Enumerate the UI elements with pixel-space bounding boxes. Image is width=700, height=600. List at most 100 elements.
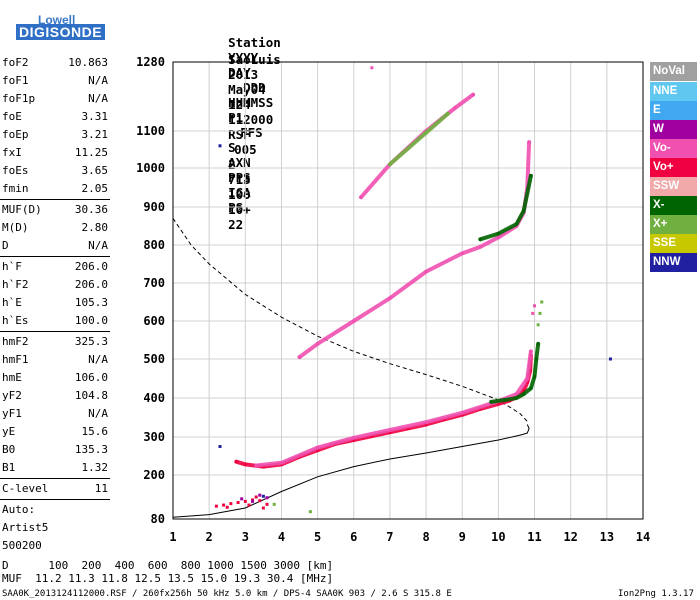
echo-point <box>424 270 428 274</box>
param-value: 2.05 <box>81 182 109 195</box>
echo-point <box>471 93 475 97</box>
echo-point <box>352 319 356 323</box>
echo-point <box>218 144 222 148</box>
echo-point <box>352 436 356 440</box>
param-value: 11.25 <box>74 146 108 159</box>
param-divider <box>0 256 110 257</box>
param-name: B0 <box>2 443 16 456</box>
param-md: M(D) 2.80 <box>2 221 108 239</box>
param-value: 135.3 <box>74 443 108 456</box>
echo-point <box>279 461 283 465</box>
x-tick-label: 10 <box>491 530 505 544</box>
header-value-time: 112000 <box>228 112 274 127</box>
param-value: 325.3 <box>74 335 108 348</box>
header-value-day: May04 <box>228 82 266 97</box>
echo-point <box>388 162 392 166</box>
header-labels: Station YYYY DAY DDD HHMMSS P1 FFS S AXN… <box>213 20 281 215</box>
param-value: 104.8 <box>74 389 108 402</box>
echo-point <box>247 503 251 507</box>
param-value: 105.3 <box>74 296 108 309</box>
param-foF2: foF2 10.863 <box>2 56 108 74</box>
echo-point <box>446 112 450 116</box>
echo-point <box>359 195 363 199</box>
echo-trace <box>478 173 533 242</box>
echo-point <box>258 499 262 503</box>
echo-point <box>489 400 493 404</box>
echo-point <box>608 357 612 361</box>
header-label-doy: DDD <box>243 80 266 95</box>
footer-file-info: SAA0K_2013124112000.RSF / 260fx256h 50 k… <box>2 589 452 599</box>
x-tick-label: 6 <box>350 530 357 544</box>
param-value: 10.863 <box>68 56 108 69</box>
echo-point <box>534 357 538 361</box>
header-label-p1: P1 <box>228 110 244 125</box>
param-foF1: foF1 N/A <box>2 74 108 92</box>
echo-point <box>514 222 518 226</box>
param-value: 206.0 <box>74 278 108 291</box>
legend-label: SSE <box>653 237 677 249</box>
footer-muf-line: MUF 11.2 11.3 11.8 12.5 13.5 15.0 19.3 3… <box>2 572 334 585</box>
echo-point <box>254 464 258 467</box>
echo-point <box>522 389 526 393</box>
param-divider <box>0 499 110 500</box>
echo-point <box>388 296 392 300</box>
echo-trace <box>254 349 533 468</box>
header-value-station: SaoLuis <box>228 52 281 67</box>
x-tick-label: 2 <box>206 530 213 544</box>
param-name: h`E <box>2 296 22 309</box>
legend-label: W <box>653 123 664 135</box>
echo-point <box>496 232 500 236</box>
param-name: foE <box>2 110 22 123</box>
legend-label: E <box>653 104 661 116</box>
echo-point <box>218 445 222 448</box>
echo-point <box>529 386 533 390</box>
legend-label: SSW <box>653 180 680 192</box>
footer-version: Ion2Png 1.3.17 <box>618 589 694 599</box>
param-value: 30.36 <box>74 203 108 216</box>
y-tick-label: 80 <box>151 512 165 526</box>
echo-point <box>388 430 392 434</box>
legend-label: NNE <box>653 85 678 97</box>
param-d: D N/A <box>2 239 108 257</box>
param-foEs: foEs 3.65 <box>2 164 108 182</box>
header-label-year: YYYY <box>228 50 259 65</box>
echo-point <box>243 462 247 466</box>
echo-point <box>243 499 247 503</box>
legend-item-w: W <box>650 120 697 139</box>
x-tick-label: 13 <box>600 530 614 544</box>
header-value-ps: 22 <box>228 217 244 232</box>
echo-trace <box>297 140 532 360</box>
x-tick-label: 8 <box>422 530 429 544</box>
param-foE: foE 3.31 <box>2 110 108 128</box>
y-tick-label: 900 <box>143 200 165 214</box>
legend-item-x-plus: X+ <box>650 215 697 234</box>
x-tick-label: 12 <box>563 530 577 544</box>
param-hE: h`E 105.3 <box>2 296 108 314</box>
echo-trace <box>359 92 476 200</box>
y-tick-label: 300 <box>143 430 165 444</box>
echo-point <box>298 355 302 359</box>
echo-point <box>406 426 410 430</box>
param-hF2: h`F2 206.0 <box>2 278 108 296</box>
autoscale-label: Auto: <box>2 503 36 516</box>
param-name: foEs <box>2 164 29 177</box>
legend-label: Vo- <box>653 142 671 154</box>
legend-label: NNW <box>653 256 681 268</box>
param-name: M(D) <box>2 221 29 234</box>
echo-point <box>316 446 320 450</box>
legend-item-sse: SSE <box>650 234 697 253</box>
logo-digisonde: DIGISONDE <box>16 24 106 40</box>
header-label-s: S <box>228 140 236 155</box>
param-name: yF2 <box>2 389 22 402</box>
y-tick-label: 1280 <box>136 55 165 69</box>
param-fxI: fxI 11.25 <box>2 146 108 164</box>
param-yE: yE 15.6 <box>2 425 108 443</box>
header-label-time: HHMMSS <box>228 95 274 110</box>
param-value: N/A <box>88 353 108 366</box>
param-value: 15.6 <box>81 425 109 438</box>
echo-point <box>525 380 529 384</box>
param-name: MUF(D) <box>2 203 42 216</box>
echo-point <box>261 506 265 510</box>
y-tick-label: 700 <box>143 276 165 290</box>
